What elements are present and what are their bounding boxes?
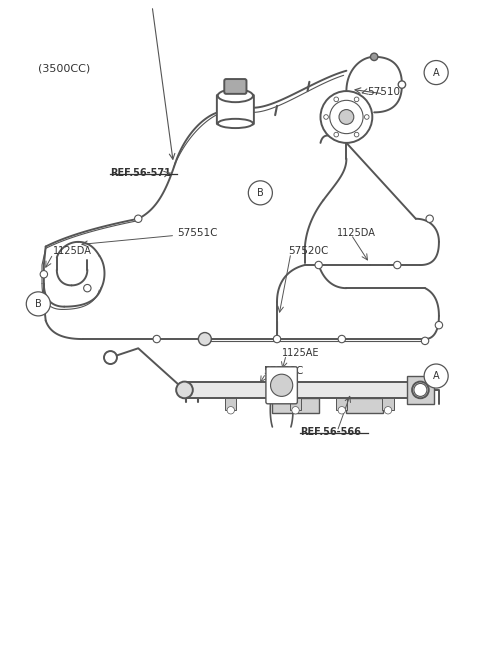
Circle shape (435, 322, 443, 329)
Circle shape (273, 335, 281, 343)
Circle shape (334, 132, 338, 137)
Circle shape (198, 333, 211, 345)
Circle shape (384, 407, 392, 414)
Circle shape (338, 407, 346, 414)
Bar (225, 396, 236, 410)
Circle shape (354, 132, 359, 137)
Bar (290, 396, 301, 410)
Bar (336, 396, 348, 410)
Circle shape (330, 100, 363, 134)
Bar (407, 376, 434, 403)
Bar (272, 398, 319, 413)
Ellipse shape (218, 119, 253, 128)
Text: REF.56-566: REF.56-566 (300, 427, 361, 437)
Circle shape (424, 60, 448, 84)
Text: A: A (433, 67, 440, 77)
Circle shape (398, 81, 406, 88)
Text: 57520C: 57520C (288, 246, 328, 256)
Circle shape (104, 351, 117, 364)
Text: A: A (433, 371, 440, 381)
Circle shape (371, 53, 378, 60)
Circle shape (176, 382, 193, 398)
Text: 1125AE: 1125AE (282, 348, 319, 358)
Text: 57551C: 57551C (177, 228, 217, 238)
Circle shape (394, 261, 401, 269)
Circle shape (134, 215, 142, 223)
Circle shape (414, 383, 427, 396)
Text: 57260C: 57260C (263, 366, 303, 377)
Circle shape (338, 335, 346, 343)
Text: (3500CC): (3500CC) (38, 64, 91, 73)
Circle shape (334, 97, 338, 102)
FancyBboxPatch shape (266, 367, 298, 403)
Text: REF.56-571: REF.56-571 (110, 0, 171, 2)
Circle shape (227, 407, 234, 414)
Text: 1125DA: 1125DA (337, 228, 376, 238)
Bar (383, 396, 394, 410)
Circle shape (339, 109, 354, 124)
Circle shape (292, 407, 299, 414)
Circle shape (426, 215, 433, 223)
Text: 1125DA: 1125DA (53, 246, 92, 256)
Circle shape (26, 292, 50, 316)
FancyBboxPatch shape (217, 95, 254, 124)
Circle shape (324, 115, 328, 119)
Text: B: B (35, 299, 42, 309)
Circle shape (412, 382, 429, 398)
Circle shape (364, 115, 369, 119)
Circle shape (321, 91, 372, 143)
FancyBboxPatch shape (224, 79, 246, 94)
Circle shape (271, 374, 293, 396)
Circle shape (315, 261, 323, 269)
Circle shape (40, 271, 48, 278)
Text: 57510: 57510 (368, 87, 401, 97)
Circle shape (354, 97, 359, 102)
Circle shape (424, 364, 448, 388)
Bar (347, 398, 384, 413)
Circle shape (421, 337, 429, 345)
Text: B: B (257, 188, 264, 198)
Circle shape (248, 181, 272, 205)
Text: REF.56-571: REF.56-571 (110, 168, 171, 178)
Circle shape (153, 335, 160, 343)
Circle shape (84, 284, 91, 292)
Bar (184, 382, 420, 398)
Ellipse shape (218, 89, 253, 102)
